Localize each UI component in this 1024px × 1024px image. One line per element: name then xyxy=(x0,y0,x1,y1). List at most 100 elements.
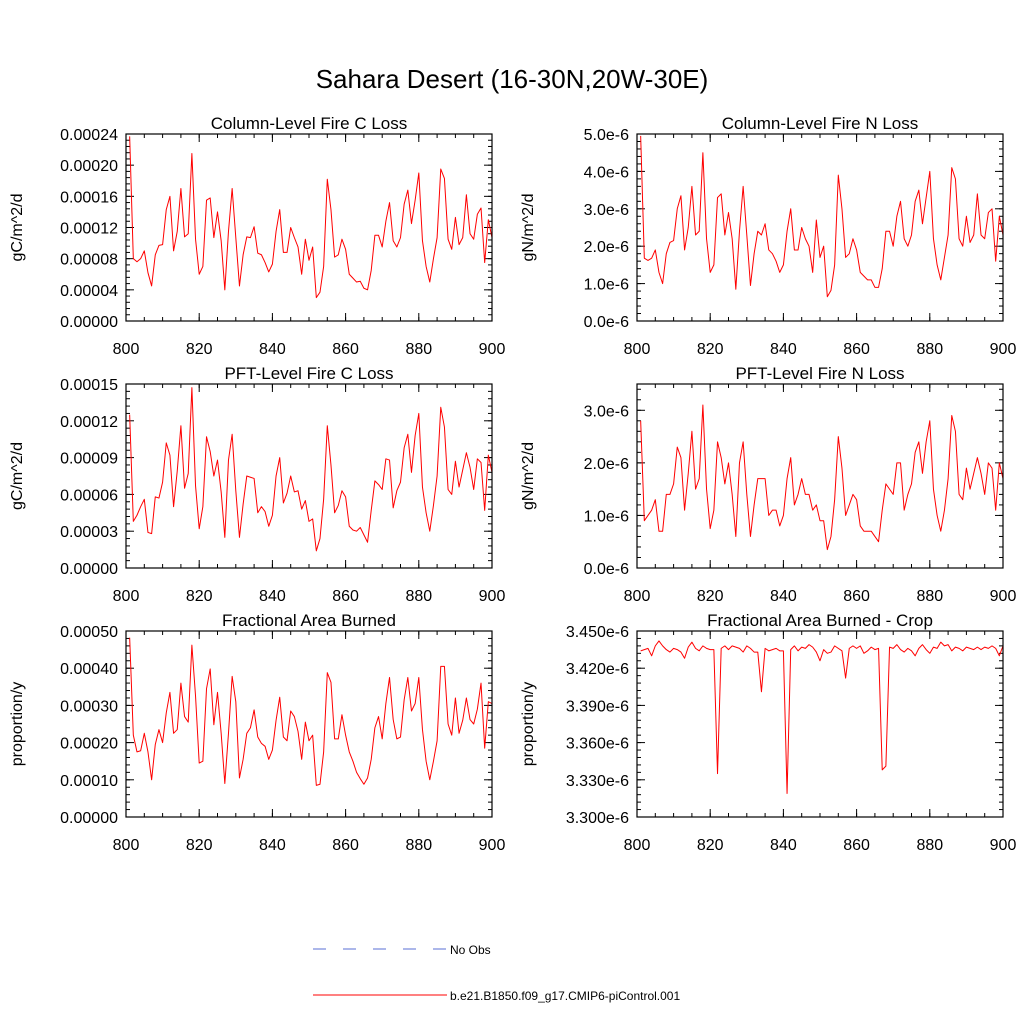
y-axis-label: proportion/y xyxy=(520,682,537,767)
x-tick-label: 820 xyxy=(697,588,724,605)
x-tick-label: 880 xyxy=(405,588,432,605)
y-axis-label: gC/m^2/d xyxy=(9,194,26,262)
y-tick-label: 0.00006 xyxy=(60,487,118,504)
panels: Column-Level Fire C Loss gC/m^2/d 800 820 84… xyxy=(9,114,1016,854)
x-tick-label: 820 xyxy=(697,837,724,854)
y-tick-label: 0.00003 xyxy=(60,524,118,541)
series-line xyxy=(640,135,1004,298)
y-tick-label: 0.00012 xyxy=(60,414,118,431)
plot-frame xyxy=(125,630,493,818)
panel-4: PFT-Level Fire N Loss gN/m^2/d 800 820 840 86… xyxy=(520,364,1016,605)
x-tick-label: 900 xyxy=(990,837,1017,854)
x-tick-label: 840 xyxy=(770,837,797,854)
legend-label-1: No Obs xyxy=(450,943,491,957)
y-tick-label: 0.00016 xyxy=(60,189,118,206)
x-tick-label: 800 xyxy=(624,588,651,605)
y-tick-label: 0.00020 xyxy=(60,158,118,175)
legend-label-2: b.e21.B1850.f09_g17.CMIP6-piControl.001 xyxy=(450,989,680,1003)
series-line xyxy=(640,640,1004,794)
x-tick-label: 840 xyxy=(259,837,286,854)
x-tick-label: 820 xyxy=(186,588,213,605)
x-tick-label: 900 xyxy=(479,837,506,854)
panel-title: Column-Level Fire C Loss xyxy=(211,114,408,133)
figure-title: Sahara Desert (16-30N,20W-30E) xyxy=(316,64,709,94)
x-tick-label: 880 xyxy=(405,341,432,358)
x-tick-label: 880 xyxy=(916,588,943,605)
y-tick-label: 0.00008 xyxy=(60,252,118,269)
x-tick-label: 860 xyxy=(332,588,359,605)
panel-2: Column-Level Fire N Loss gN/m^2/d 800 820 84… xyxy=(520,114,1016,358)
panel-3: PFT-Level Fire C Loss gC/m^2/d 800 820 840 86… xyxy=(9,364,505,605)
y-tick-label: 1.0e-6 xyxy=(584,277,629,294)
y-tick-label: 1.0e-6 xyxy=(584,508,629,525)
series-line xyxy=(129,387,493,552)
x-tick-label: 880 xyxy=(916,837,943,854)
y-tick-label: 0.00020 xyxy=(60,736,118,753)
y-tick-label: 0.00000 xyxy=(60,810,118,827)
x-tick-label: 900 xyxy=(479,341,506,358)
x-tick-label: 820 xyxy=(186,341,213,358)
panel-title: Column-Level Fire N Loss xyxy=(722,114,919,133)
series-line xyxy=(129,136,493,299)
y-tick-label: 5.0e-6 xyxy=(584,127,629,144)
x-tick-label: 840 xyxy=(259,588,286,605)
x-tick-label: 900 xyxy=(990,588,1017,605)
y-tick-label: 0.00050 xyxy=(60,624,118,641)
plot-frame xyxy=(636,133,1004,322)
y-axis-label: gN/m^2/d xyxy=(520,194,537,262)
x-tick-label: 800 xyxy=(624,837,651,854)
y-tick-label: 0.00004 xyxy=(60,283,118,300)
x-tick-label: 880 xyxy=(916,341,943,358)
y-tick-label: 3.0e-6 xyxy=(584,403,629,420)
y-tick-label: 4.0e-6 xyxy=(584,164,629,181)
x-tick-label: 800 xyxy=(624,341,651,358)
x-tick-label: 860 xyxy=(843,588,870,605)
plot-frame xyxy=(636,630,1004,818)
y-tick-label: 0.0e-6 xyxy=(584,561,629,578)
panel-title: Fractional Area Burned xyxy=(222,611,396,630)
y-tick-label: 0.00000 xyxy=(60,561,118,578)
x-tick-label: 900 xyxy=(479,588,506,605)
x-tick-label: 820 xyxy=(697,341,724,358)
panel-title: PFT-Level Fire C Loss xyxy=(224,364,393,383)
x-tick-label: 880 xyxy=(405,837,432,854)
y-axis-label: gC/m^2/d xyxy=(9,442,26,510)
y-tick-label: 3.300e-6 xyxy=(566,810,629,827)
plot-frame xyxy=(125,383,493,569)
x-tick-label: 840 xyxy=(259,341,286,358)
y-tick-label: 3.450e-6 xyxy=(566,624,629,641)
y-tick-label: 2.0e-6 xyxy=(584,456,629,473)
series-line xyxy=(129,637,493,786)
y-tick-label: 0.00030 xyxy=(60,698,118,715)
x-tick-label: 820 xyxy=(186,837,213,854)
legend: No Obs b.e21.B1850.f09_g17.CMIP6-piContro… xyxy=(313,943,680,1003)
y-tick-label: 0.00015 xyxy=(60,377,118,394)
y-axis-label: proportion/y xyxy=(9,682,26,767)
y-tick-label: 3.360e-6 xyxy=(566,736,629,753)
panel-title: PFT-Level Fire N Loss xyxy=(735,364,904,383)
series-line xyxy=(640,404,1004,551)
panel-6: Fractional Area Burned - Crop proportion/… xyxy=(520,611,1016,854)
x-tick-label: 900 xyxy=(990,341,1017,358)
x-tick-label: 800 xyxy=(113,588,140,605)
y-tick-label: 0.00024 xyxy=(60,127,118,144)
x-tick-label: 860 xyxy=(843,341,870,358)
y-tick-label: 3.390e-6 xyxy=(566,698,629,715)
x-tick-label: 840 xyxy=(770,588,797,605)
y-tick-label: 3.0e-6 xyxy=(584,202,629,219)
y-tick-label: 0.00010 xyxy=(60,773,118,790)
y-tick-label: 2.0e-6 xyxy=(584,239,629,256)
x-tick-label: 800 xyxy=(113,837,140,854)
x-tick-label: 840 xyxy=(770,341,797,358)
y-tick-label: 0.00040 xyxy=(60,661,118,678)
plot-frame xyxy=(636,383,1004,569)
x-tick-label: 860 xyxy=(332,837,359,854)
x-tick-label: 860 xyxy=(843,837,870,854)
y-tick-label: 3.330e-6 xyxy=(566,773,629,790)
panel-5: Fractional Area Burned proportion/y 800 820… xyxy=(9,611,505,854)
y-tick-label: 0.00012 xyxy=(60,221,118,238)
y-tick-label: 0.0e-6 xyxy=(584,314,629,331)
plot-frame xyxy=(125,133,493,322)
x-tick-label: 860 xyxy=(332,341,359,358)
